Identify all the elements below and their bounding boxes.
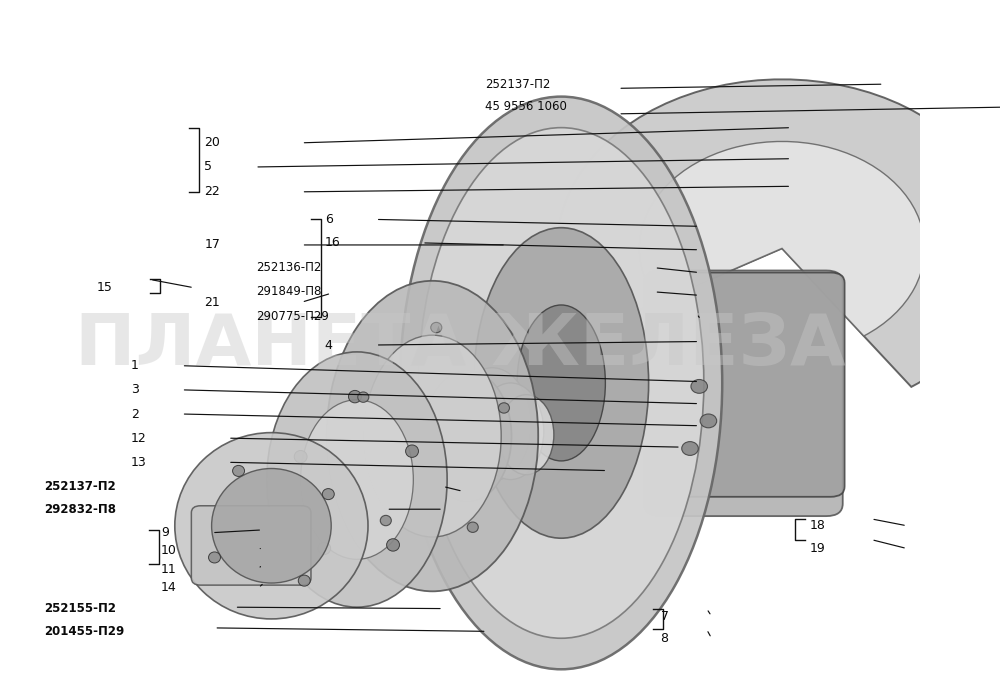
Text: 2: 2 <box>131 408 139 420</box>
FancyBboxPatch shape <box>644 270 843 516</box>
Ellipse shape <box>301 400 413 560</box>
Text: 19: 19 <box>810 542 825 555</box>
Ellipse shape <box>267 352 447 607</box>
Ellipse shape <box>419 128 704 638</box>
Text: 14: 14 <box>161 582 177 594</box>
Ellipse shape <box>454 368 531 481</box>
Ellipse shape <box>498 403 509 413</box>
Text: 8: 8 <box>661 632 669 644</box>
Ellipse shape <box>233 465 245 476</box>
Text: 252155-П2: 252155-П2 <box>44 602 116 615</box>
Ellipse shape <box>423 371 512 502</box>
Text: 252137-П2: 252137-П2 <box>44 480 116 493</box>
Ellipse shape <box>322 489 334 500</box>
Text: 11: 11 <box>161 563 177 575</box>
Text: 22: 22 <box>204 186 220 198</box>
Ellipse shape <box>364 335 501 537</box>
Text: 252136-П2: 252136-П2 <box>256 262 321 274</box>
Text: 12: 12 <box>131 432 146 444</box>
Ellipse shape <box>474 228 649 538</box>
Text: 1: 1 <box>131 359 139 372</box>
Ellipse shape <box>431 322 442 333</box>
FancyBboxPatch shape <box>656 273 845 497</box>
Wedge shape <box>639 141 925 336</box>
Wedge shape <box>557 79 1000 387</box>
FancyBboxPatch shape <box>191 506 311 585</box>
Text: 5: 5 <box>204 161 212 173</box>
Ellipse shape <box>477 383 544 480</box>
Ellipse shape <box>387 539 399 551</box>
Text: 17: 17 <box>204 239 220 251</box>
Text: 9: 9 <box>161 526 169 539</box>
Ellipse shape <box>318 542 331 555</box>
Text: 6: 6 <box>325 213 333 226</box>
Text: 13: 13 <box>131 456 146 469</box>
Ellipse shape <box>298 575 310 586</box>
Ellipse shape <box>499 395 554 475</box>
Text: 252137-П2: 252137-П2 <box>485 78 550 90</box>
Text: 292832-П8: 292832-П8 <box>44 503 116 515</box>
Ellipse shape <box>209 552 220 563</box>
Text: 16: 16 <box>325 237 341 249</box>
Ellipse shape <box>358 392 369 402</box>
Ellipse shape <box>682 442 698 455</box>
Ellipse shape <box>348 391 361 403</box>
Ellipse shape <box>380 515 391 526</box>
Text: 4: 4 <box>325 339 333 351</box>
Text: 201455-П29: 201455-П29 <box>44 625 124 638</box>
Text: 291849-П8: 291849-П8 <box>256 286 321 298</box>
Ellipse shape <box>467 522 478 533</box>
Text: 18: 18 <box>810 520 825 532</box>
Text: 21: 21 <box>204 296 220 308</box>
Ellipse shape <box>700 414 717 428</box>
Ellipse shape <box>327 281 538 591</box>
Ellipse shape <box>406 445 418 457</box>
Ellipse shape <box>691 380 707 393</box>
Text: ПЛАНЕТА ЖЕЛЕЗА: ПЛАНЕТА ЖЕЛЕЗА <box>75 310 845 380</box>
Text: 15: 15 <box>97 282 112 294</box>
Ellipse shape <box>212 469 331 583</box>
Text: 7: 7 <box>661 610 669 622</box>
Text: 10: 10 <box>161 544 177 557</box>
Text: 45 9556 1060: 45 9556 1060 <box>485 101 567 113</box>
Ellipse shape <box>294 451 307 463</box>
Ellipse shape <box>400 97 722 669</box>
Text: 20: 20 <box>204 137 220 149</box>
Ellipse shape <box>517 305 605 461</box>
Ellipse shape <box>175 433 368 619</box>
Text: 290775-П29: 290775-П29 <box>256 310 329 322</box>
Text: 3: 3 <box>131 384 139 396</box>
